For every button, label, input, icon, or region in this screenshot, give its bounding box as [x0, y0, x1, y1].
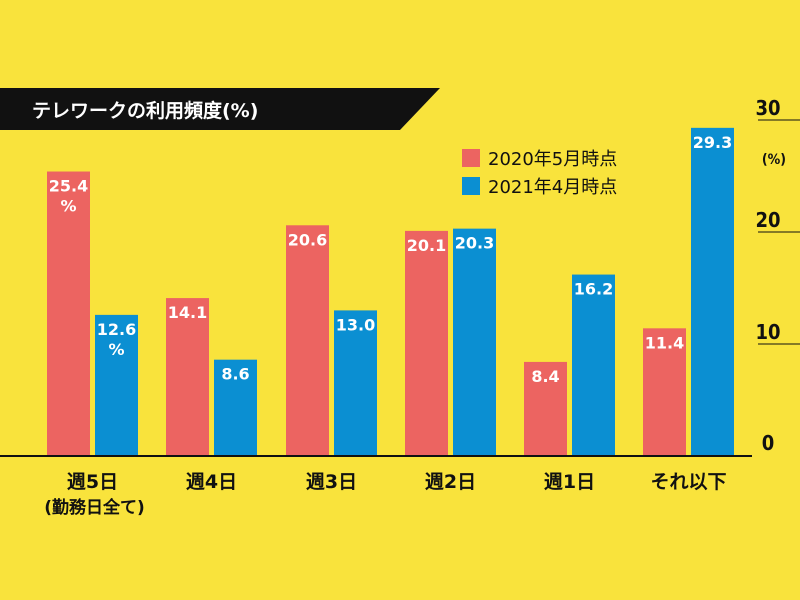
bar-value-label: 8.6: [221, 365, 249, 384]
bar-2021: [572, 274, 615, 456]
chart-title: テレワークの利用頻度(%): [32, 99, 258, 122]
legend-swatch: [462, 149, 480, 167]
legend: 2020年5月時点 2021年4月時点: [462, 149, 617, 198]
bar-value-label: 11.4: [645, 333, 684, 352]
bar-2020: [643, 328, 686, 456]
category-label: 週1日: [544, 471, 595, 493]
bar-value-label: 29.3: [693, 133, 732, 152]
bar-value-label: 12.6: [97, 320, 136, 339]
category-label: それ以下: [650, 471, 726, 493]
y-tick-label: 20: [755, 208, 780, 232]
bar-2021: [453, 228, 496, 456]
title-bar: テレワークの利用頻度(%): [0, 88, 440, 130]
category-label: 週3日: [306, 471, 357, 493]
bar-2021: [334, 310, 377, 456]
legend-label: 2020年5月時点: [488, 149, 617, 170]
category-labels: 週5日 (勤務日全て) 週4日 週3日 週2日 週1日 それ以下: [44, 471, 726, 518]
bar-2021: [691, 127, 734, 456]
bar-value-unit: %: [108, 340, 124, 359]
bar-2021: [95, 314, 138, 456]
bar-2020: [524, 361, 567, 456]
bar-value-label: 20.6: [288, 230, 327, 249]
title-bar-background: [0, 88, 440, 130]
y-tick-label: 30: [755, 96, 780, 120]
category-sublabel: (勤務日全て): [44, 497, 145, 518]
bar-2021: [214, 359, 257, 456]
y-tick-label: 10: [755, 320, 780, 344]
category-label: 週4日: [186, 471, 237, 493]
category-label: 週5日: [67, 471, 118, 493]
bar-value-label: 13.0: [336, 315, 375, 334]
bar-value-label: 14.1: [168, 303, 207, 322]
bar-2020: [286, 225, 329, 456]
legend-label: 2021年4月時点: [488, 177, 617, 198]
bar-value-unit: %: [60, 197, 76, 216]
legend-swatch: [462, 177, 480, 195]
bar-value-label: 25.4: [49, 177, 88, 196]
bars: 25.4%12.6%14.18.620.613.020.1 20.38.416.2…: [47, 127, 734, 456]
y-axis: 0 10 20 30 (%): [755, 96, 800, 455]
category-label: 週2日: [425, 471, 476, 493]
bar-2020: [47, 171, 90, 456]
bar-value-label: 20.1: [407, 236, 446, 255]
bar-value-label: 16.2: [574, 280, 613, 299]
bar-value-label: 8.4: [531, 367, 559, 386]
y-tick-label: 0: [762, 431, 775, 455]
bar-2020: [405, 230, 448, 456]
bar-2020: [166, 298, 209, 456]
bar-value-label: 20.3: [455, 234, 494, 253]
y-unit-label: (%): [762, 152, 786, 168]
